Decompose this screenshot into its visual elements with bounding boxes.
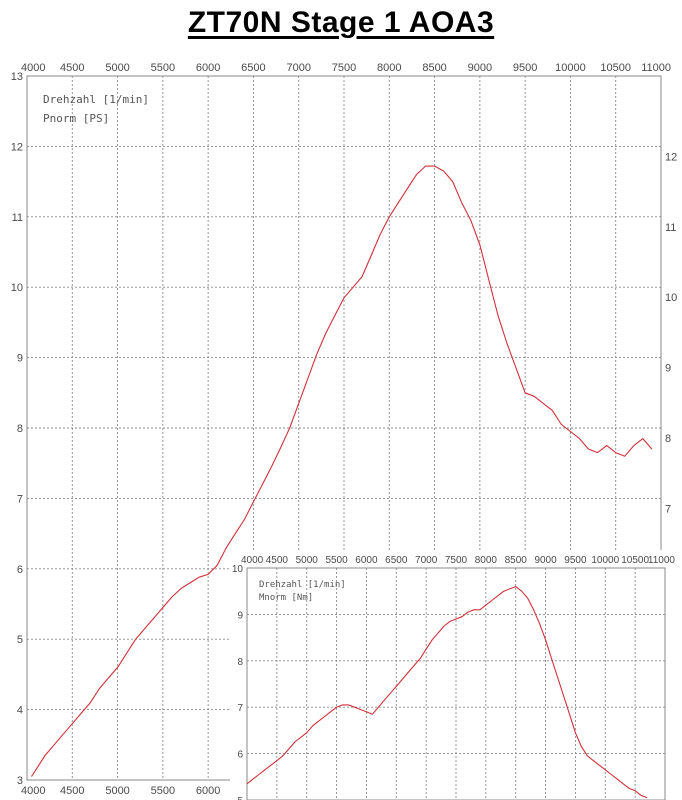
inset-x-tick-top: 4000 (241, 555, 264, 566)
inset-x-tick-top: 5500 (325, 555, 348, 566)
main-x-tick-top: 7500 (332, 62, 356, 74)
main-x-tick-top: 5500 (151, 62, 175, 74)
torque-legend-mnorm: Mnorm [Nm] (259, 593, 313, 603)
main-x-tick-top: 4000 (21, 62, 45, 74)
main-x-tick-top: 9500 (513, 62, 537, 74)
main-x-tick-bottom: 6000 (196, 785, 220, 797)
main-x-tick-top: 6500 (241, 62, 265, 74)
inset-y-tick-left: 8 (237, 657, 243, 668)
main-x-tick-top: 4500 (60, 62, 84, 74)
main-x-tick-top: 10000 (555, 62, 586, 74)
inset-y-tick-left: 7 (237, 703, 243, 714)
main-y-tick-right: 10 (665, 292, 677, 304)
inset-x-tick-top: 10000 (591, 555, 619, 566)
main-y-tick-right: 11 (665, 222, 676, 234)
main-x-tick-bottom: 4000 (21, 785, 45, 797)
main-y-tick-left: 10 (11, 282, 23, 294)
inset-x-tick-top: 11000 (648, 555, 676, 566)
main-y-tick-right: 7 (665, 503, 671, 515)
inset-x-tick-top: 6500 (385, 555, 408, 566)
inset-x-tick-top: 4500 (266, 555, 289, 566)
main-y-tick-left: 9 (17, 353, 23, 365)
inset-x-tick-top: 5000 (296, 555, 319, 566)
torque-chart-background (230, 550, 682, 800)
chart-title: ZT70N Stage 1 AOA3 (187, 6, 495, 39)
torque-plot-frame (246, 567, 666, 800)
main-x-tick-top: 8000 (377, 62, 401, 74)
main-x-tick-top: 10500 (600, 62, 631, 74)
inset-x-tick-top: 8500 (505, 555, 528, 566)
main-x-tick-bottom: 5000 (105, 785, 129, 797)
main-y-tick-left: 13 (11, 71, 23, 83)
power-legend-rpm: Drehzahl [1/min] (43, 93, 149, 106)
main-x-tick-bottom: 4500 (60, 785, 84, 797)
main-y-tick-left: 7 (17, 493, 23, 505)
inset-x-tick-top: 7500 (445, 555, 468, 566)
main-y-tick-left: 11 (12, 212, 23, 224)
main-y-tick-left: 3 (17, 775, 23, 787)
power-curve (31, 165, 653, 777)
main-y-tick-left: 12 (11, 141, 23, 153)
inset-x-tick-top: 10500 (621, 555, 649, 566)
main-y-tick-right: 12 (665, 151, 677, 163)
inset-y-tick-left: 10 (232, 564, 244, 575)
main-x-tick-top: 8500 (422, 62, 446, 74)
inset-y-tick-left: 9 (237, 610, 243, 621)
main-y-tick-left: 4 (17, 705, 23, 717)
torque-curve (246, 586, 648, 799)
main-y-tick-left: 8 (17, 423, 23, 435)
inset-x-tick-top: 9500 (564, 555, 587, 566)
inset-x-tick-top: 9000 (534, 555, 557, 566)
main-y-tick-left: 5 (17, 634, 23, 646)
main-y-tick-right: 8 (665, 433, 671, 445)
inset-x-tick-top: 7000 (415, 555, 438, 566)
torque-legend-rpm: Drehzahl [1/min] (259, 580, 346, 590)
main-x-tick-top: 11000 (641, 62, 671, 74)
main-x-tick-top: 6000 (196, 62, 220, 74)
main-y-tick-left: 6 (17, 564, 23, 576)
inset-x-tick-top: 8000 (475, 555, 498, 566)
inset-y-tick-left: 5 (237, 796, 243, 800)
main-x-tick-bottom: 5500 (151, 785, 175, 797)
power-legend-pnorm: Pnorm [PS] (43, 112, 109, 125)
inset-y-tick-left: 6 (237, 750, 243, 761)
main-x-tick-top: 7000 (286, 62, 310, 74)
main-x-tick-top: 9000 (468, 62, 492, 74)
inset-x-tick-top: 6000 (355, 555, 378, 566)
main-x-tick-top: 5000 (105, 62, 129, 74)
main-y-tick-right: 9 (665, 363, 671, 375)
